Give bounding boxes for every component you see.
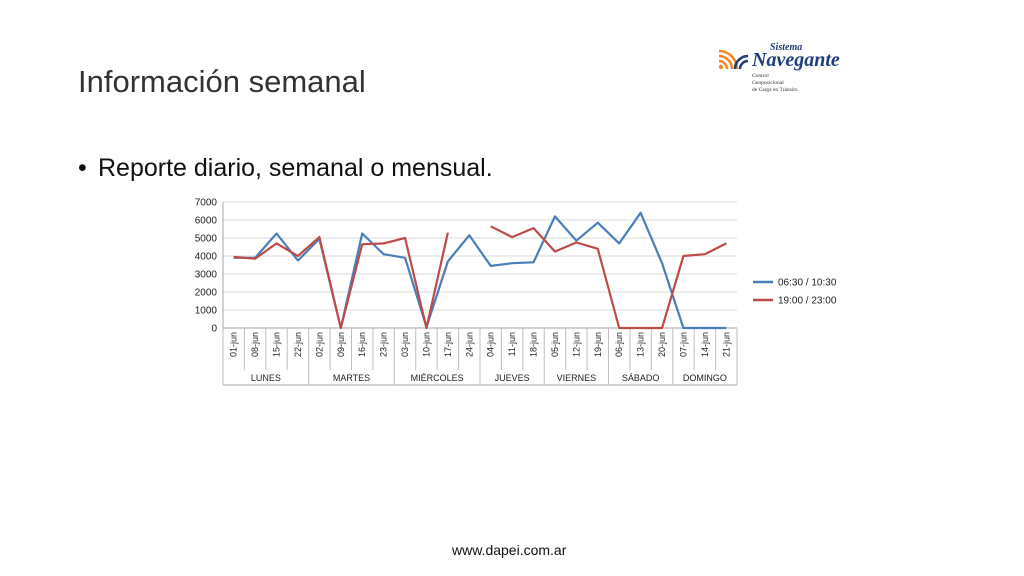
x-tick-label: 04-jun (486, 332, 496, 357)
bullet-dot-icon: • (78, 154, 87, 182)
signal-waves-icon (718, 49, 749, 70)
x-tick-label: 23-jun (379, 332, 389, 357)
group-label: DOMINGO (683, 373, 727, 383)
x-tick-label: 17-jun (443, 332, 453, 357)
x-tick-label: 03-jun (400, 332, 410, 357)
x-tick-label: 02-jun (314, 332, 324, 357)
y-tick-label: 7000 (195, 198, 218, 209)
series-lines (233, 211, 727, 330)
slide-title: Información semanal (78, 64, 366, 99)
y-tick-label: 1000 (195, 306, 218, 317)
bullet-text: Reporte diario, semanal o mensual. (98, 154, 493, 182)
x-tick-label: 12-jun (571, 332, 581, 357)
y-tick-label: 6000 (195, 216, 218, 227)
logo-line1: Sistema (770, 42, 802, 53)
group-label: VIERNES (557, 373, 597, 383)
x-tick-label: 19-jun (593, 332, 603, 357)
x-tick-label: 22-jun (293, 332, 303, 357)
x-axis: 01-jun 08-jun 15-jun 22-jun 02-jun 09-jun 16-j… (222, 202, 738, 386)
x-tick-label: 14-jun (700, 332, 710, 357)
legend: 06:30 / 10:30 19:00 / 23:00 (753, 278, 837, 307)
logo-sub2: Geoposicional (752, 80, 784, 86)
legend-label: 06:30 / 10:30 (778, 278, 837, 289)
bullet-list: • Reporte diario, semanal o mensual. (78, 154, 493, 183)
group-label: JUEVES (495, 373, 530, 383)
legend-label: 19:00 / 23:00 (778, 296, 837, 307)
x-tick-label: 20-jun (657, 332, 667, 357)
x-tick-label: 18-jun (529, 332, 539, 357)
logo: Sistema Navegante Control Geoposicional … (712, 36, 862, 102)
line-chart: 0 1000 2000 3000 4000 5000 6000 7000 01-jun 08-j… (195, 198, 837, 386)
footer-url: www.dapei.com.ar (452, 542, 567, 558)
y-axis-ticks: 0 1000 2000 3000 4000 5000 6000 7000 (195, 198, 218, 335)
series-line (490, 225, 727, 330)
x-tick-label: 08-jun (250, 332, 260, 357)
group-label: MARTES (333, 373, 370, 383)
bullet-item: • Reporte diario, semanal o mensual. (78, 154, 493, 183)
group-label: SÁBADO (622, 373, 660, 383)
logo-sub1: Control (752, 73, 769, 79)
series-line (233, 211, 727, 330)
x-tick-label: 13-jun (636, 332, 646, 357)
x-tick-label: 07-jun (678, 332, 688, 357)
group-label: LUNES (251, 373, 281, 383)
x-tick-label: 06-jun (614, 332, 624, 357)
x-tick-label: 10-jun (421, 332, 431, 357)
y-tick-label: 5000 (195, 234, 218, 245)
grid (223, 201, 737, 329)
x-tick-label: 21-jun (721, 332, 731, 357)
y-tick-label: 4000 (195, 252, 218, 263)
x-tick-label: 01-jun (229, 332, 239, 357)
series-line (233, 232, 449, 330)
x-tick-label: 24-jun (464, 332, 474, 357)
x-tick-label: 11-jun (507, 332, 517, 356)
x-tick-label: 05-jun (550, 332, 560, 357)
logo-line2: Navegante (751, 49, 840, 71)
y-tick-label: 3000 (195, 270, 218, 281)
y-tick-label: 2000 (195, 288, 218, 299)
x-tick-label: 16-jun (357, 332, 367, 357)
x-tick-label: 09-jun (336, 332, 346, 357)
x-tick-label: 15-jun (272, 332, 282, 357)
logo-sub3: de Carga en Tránsito (752, 87, 798, 93)
group-label: MIÉRCOLES (411, 373, 464, 383)
y-tick-label: 0 (211, 324, 217, 335)
